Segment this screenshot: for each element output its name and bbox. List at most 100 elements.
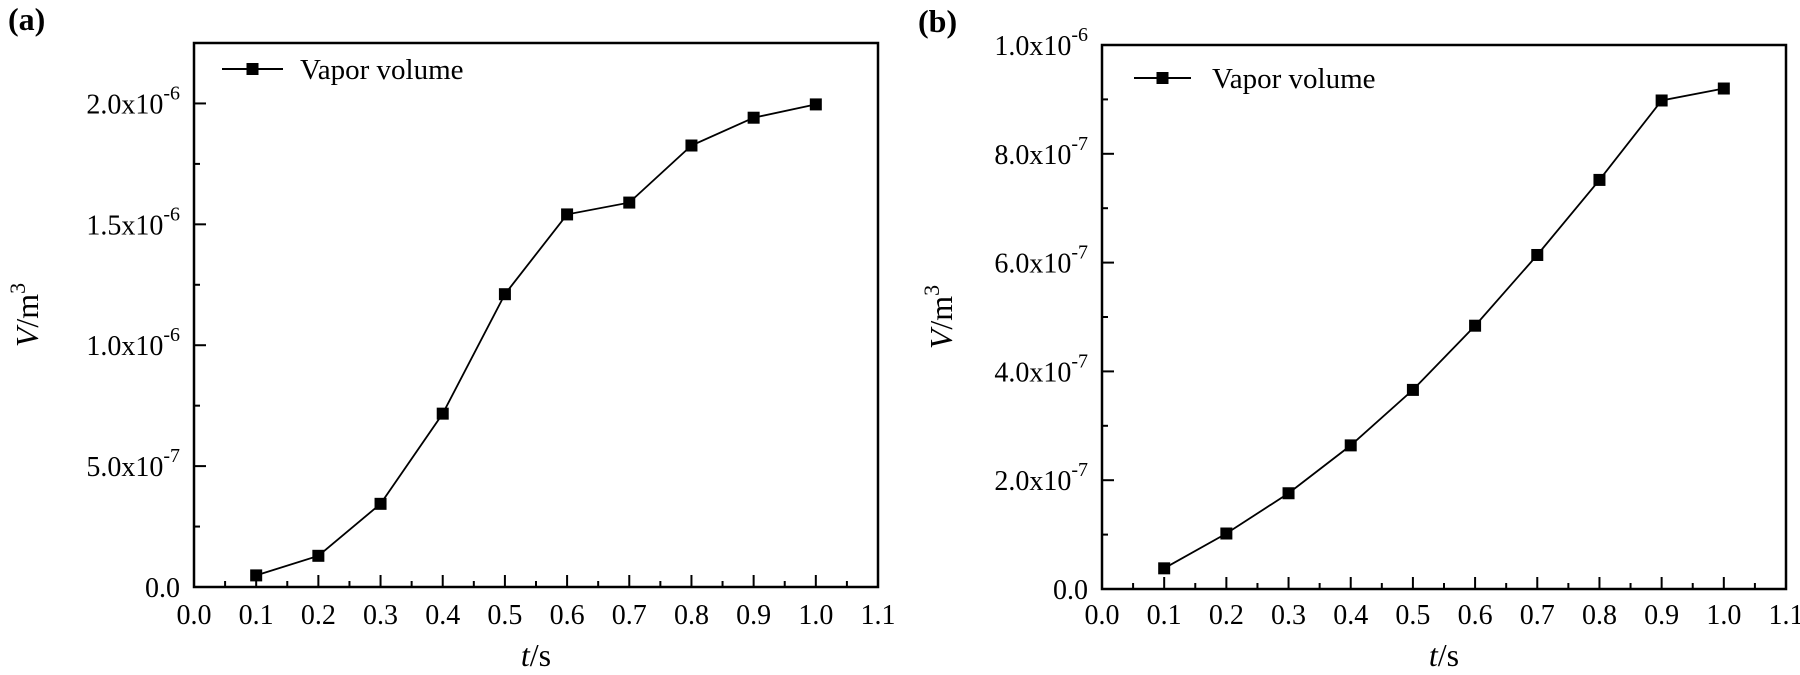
y-axis-title-unit: /m [923, 296, 959, 330]
y-tick-exponent: -6 [163, 324, 180, 346]
y-tick-mantissa: 0.0 [145, 573, 180, 604]
data-point-marker [1282, 487, 1295, 500]
x-tick-label: 0.3 [363, 600, 398, 631]
data-point-marker [436, 407, 449, 420]
data-point-marker [1655, 94, 1668, 107]
legend: Vapor volume [1134, 63, 1376, 95]
x-tick-label: 0.0 [1085, 600, 1120, 631]
y-tick-label: 8.0x10-7 [994, 133, 1088, 171]
x-axis-title-unit: /s [530, 637, 551, 673]
data-point-marker [1158, 562, 1171, 575]
data-point-marker [623, 196, 636, 209]
x-tick-label: 1.1 [861, 600, 896, 631]
x-tick-label: 0.9 [736, 600, 771, 631]
data-point-marker [1717, 82, 1730, 95]
data-point-marker [1531, 248, 1544, 261]
y-axis-title-var: V [923, 326, 959, 349]
y-tick-mantissa: 8.0x10 [994, 140, 1071, 171]
y-tick-mantissa: 1.5x10 [86, 210, 163, 241]
chart-panel-a: (a) 0.0 0.1 0.2 0.3 0.4 0.5 0.6 0.7 0.8 0.9 1.0 1.1 0… [5, 1, 896, 673]
legend-square-marker-icon [246, 63, 259, 75]
y-axis-title: V/m3 [919, 285, 959, 349]
plot-frame [192, 41, 880, 589]
y-tick-exponent: -7 [163, 445, 180, 467]
x-tick-label: 0.7 [612, 600, 647, 631]
x-axis-title: t/s [521, 637, 551, 673]
x-tick-label: 0.4 [425, 600, 460, 631]
x-tick-label: 0.3 [1271, 600, 1306, 631]
chart-panel-b: (b) 0.0 0.1 0.2 0.3 0.4 0.5 0.6 0.7 0.8 0.9 1.0 1.1 0… [918, 3, 1800, 673]
panel-label: (b) [918, 3, 957, 39]
y-axis-title-unit: /m [9, 294, 45, 328]
legend: Vapor volume [222, 54, 464, 86]
y-tick-exponent: -6 [163, 203, 180, 225]
y-tick-exponent: -6 [1071, 24, 1088, 46]
y-tick-mantissa: 2.0x10 [86, 89, 163, 120]
x-tick-label: 0.5 [1395, 600, 1430, 631]
data-point-marker [747, 111, 760, 124]
x-axis-title-var: t [521, 637, 531, 673]
data-point-marker [1593, 173, 1606, 186]
x-axis-title: t/s [1429, 637, 1459, 673]
y-axis-title-exponent: 3 [919, 285, 944, 296]
y-tick-exponent: -7 [1071, 242, 1088, 264]
x-tick-label: 0.2 [1209, 600, 1244, 631]
y-tick-label: 5.0x10-7 [86, 445, 180, 483]
data-point-marker [250, 569, 263, 582]
y-tick-mantissa: 2.0x10 [994, 466, 1071, 497]
y-tick-mantissa: 1.0x10 [86, 331, 163, 362]
y-tick-mantissa: 5.0x10 [86, 452, 163, 483]
legend-label: Vapor volume [300, 54, 464, 86]
y-tick-mantissa: 1.0x10 [994, 31, 1071, 62]
data-point-marker [1344, 439, 1357, 452]
x-tick-label: 0.6 [550, 600, 585, 631]
y-tick-exponent: -6 [163, 82, 180, 104]
series-line [255, 103, 817, 577]
data-point-marker [1220, 527, 1233, 540]
x-tick-label: 0.1 [1147, 600, 1182, 631]
x-tick-label: 1.1 [1769, 600, 1800, 631]
data-point-marker [561, 208, 574, 221]
y-axis-title-exponent: 3 [5, 283, 30, 294]
y-tick-mantissa: 4.0x10 [994, 357, 1071, 388]
y-tick-exponent: -7 [1071, 133, 1088, 155]
y-tick-label: 4.0x10-7 [994, 350, 1088, 388]
data-point-marker [685, 139, 698, 152]
x-axis-title-var: t [1429, 637, 1439, 673]
y-tick-label: 2.0x10-7 [994, 459, 1088, 497]
data-point-marker [1469, 319, 1482, 332]
x-tick-label: 0.8 [674, 600, 709, 631]
x-tick-label: 0.5 [487, 600, 522, 631]
x-tick-label: 0.2 [301, 600, 336, 631]
data-point-marker [498, 288, 511, 301]
x-tick-label: 0.1 [239, 600, 274, 631]
y-tick-exponent: -7 [1071, 350, 1088, 372]
panel-label: (a) [8, 1, 45, 37]
data-point-marker [312, 549, 325, 562]
y-tick-exponent: -7 [1071, 459, 1088, 481]
y-tick-mantissa: 6.0x10 [994, 249, 1071, 280]
plot-frame [1100, 43, 1788, 591]
data-point-marker [809, 98, 822, 111]
x-tick-label: 0.4 [1333, 600, 1368, 631]
y-axis-title-var: V [9, 324, 45, 347]
x-tick-label: 1.0 [798, 600, 833, 631]
data-point-marker [374, 497, 387, 510]
x-axis-title-unit: /s [1438, 637, 1459, 673]
y-tick-label: 1.0x10-6 [994, 24, 1088, 62]
y-axis-title: V/m3 [5, 283, 45, 347]
y-tick-label: 0.0 [145, 573, 180, 604]
data-point-marker [1406, 383, 1419, 396]
legend-label: Vapor volume [1212, 63, 1376, 95]
x-tick-label: 1.0 [1706, 600, 1741, 631]
y-tick-label: 1.0x10-6 [86, 324, 180, 362]
y-tick-label: 2.0x10-6 [86, 82, 180, 120]
x-tick-label: 0.7 [1520, 600, 1555, 631]
y-tick-label: 0.0 [1053, 575, 1088, 606]
series-line [1163, 87, 1724, 570]
y-tick-label: 1.5x10-6 [86, 203, 180, 241]
y-tick-mantissa: 0.0 [1053, 575, 1088, 606]
y-tick-label: 6.0x10-7 [994, 242, 1088, 280]
x-tick-label: 0.8 [1582, 600, 1617, 631]
